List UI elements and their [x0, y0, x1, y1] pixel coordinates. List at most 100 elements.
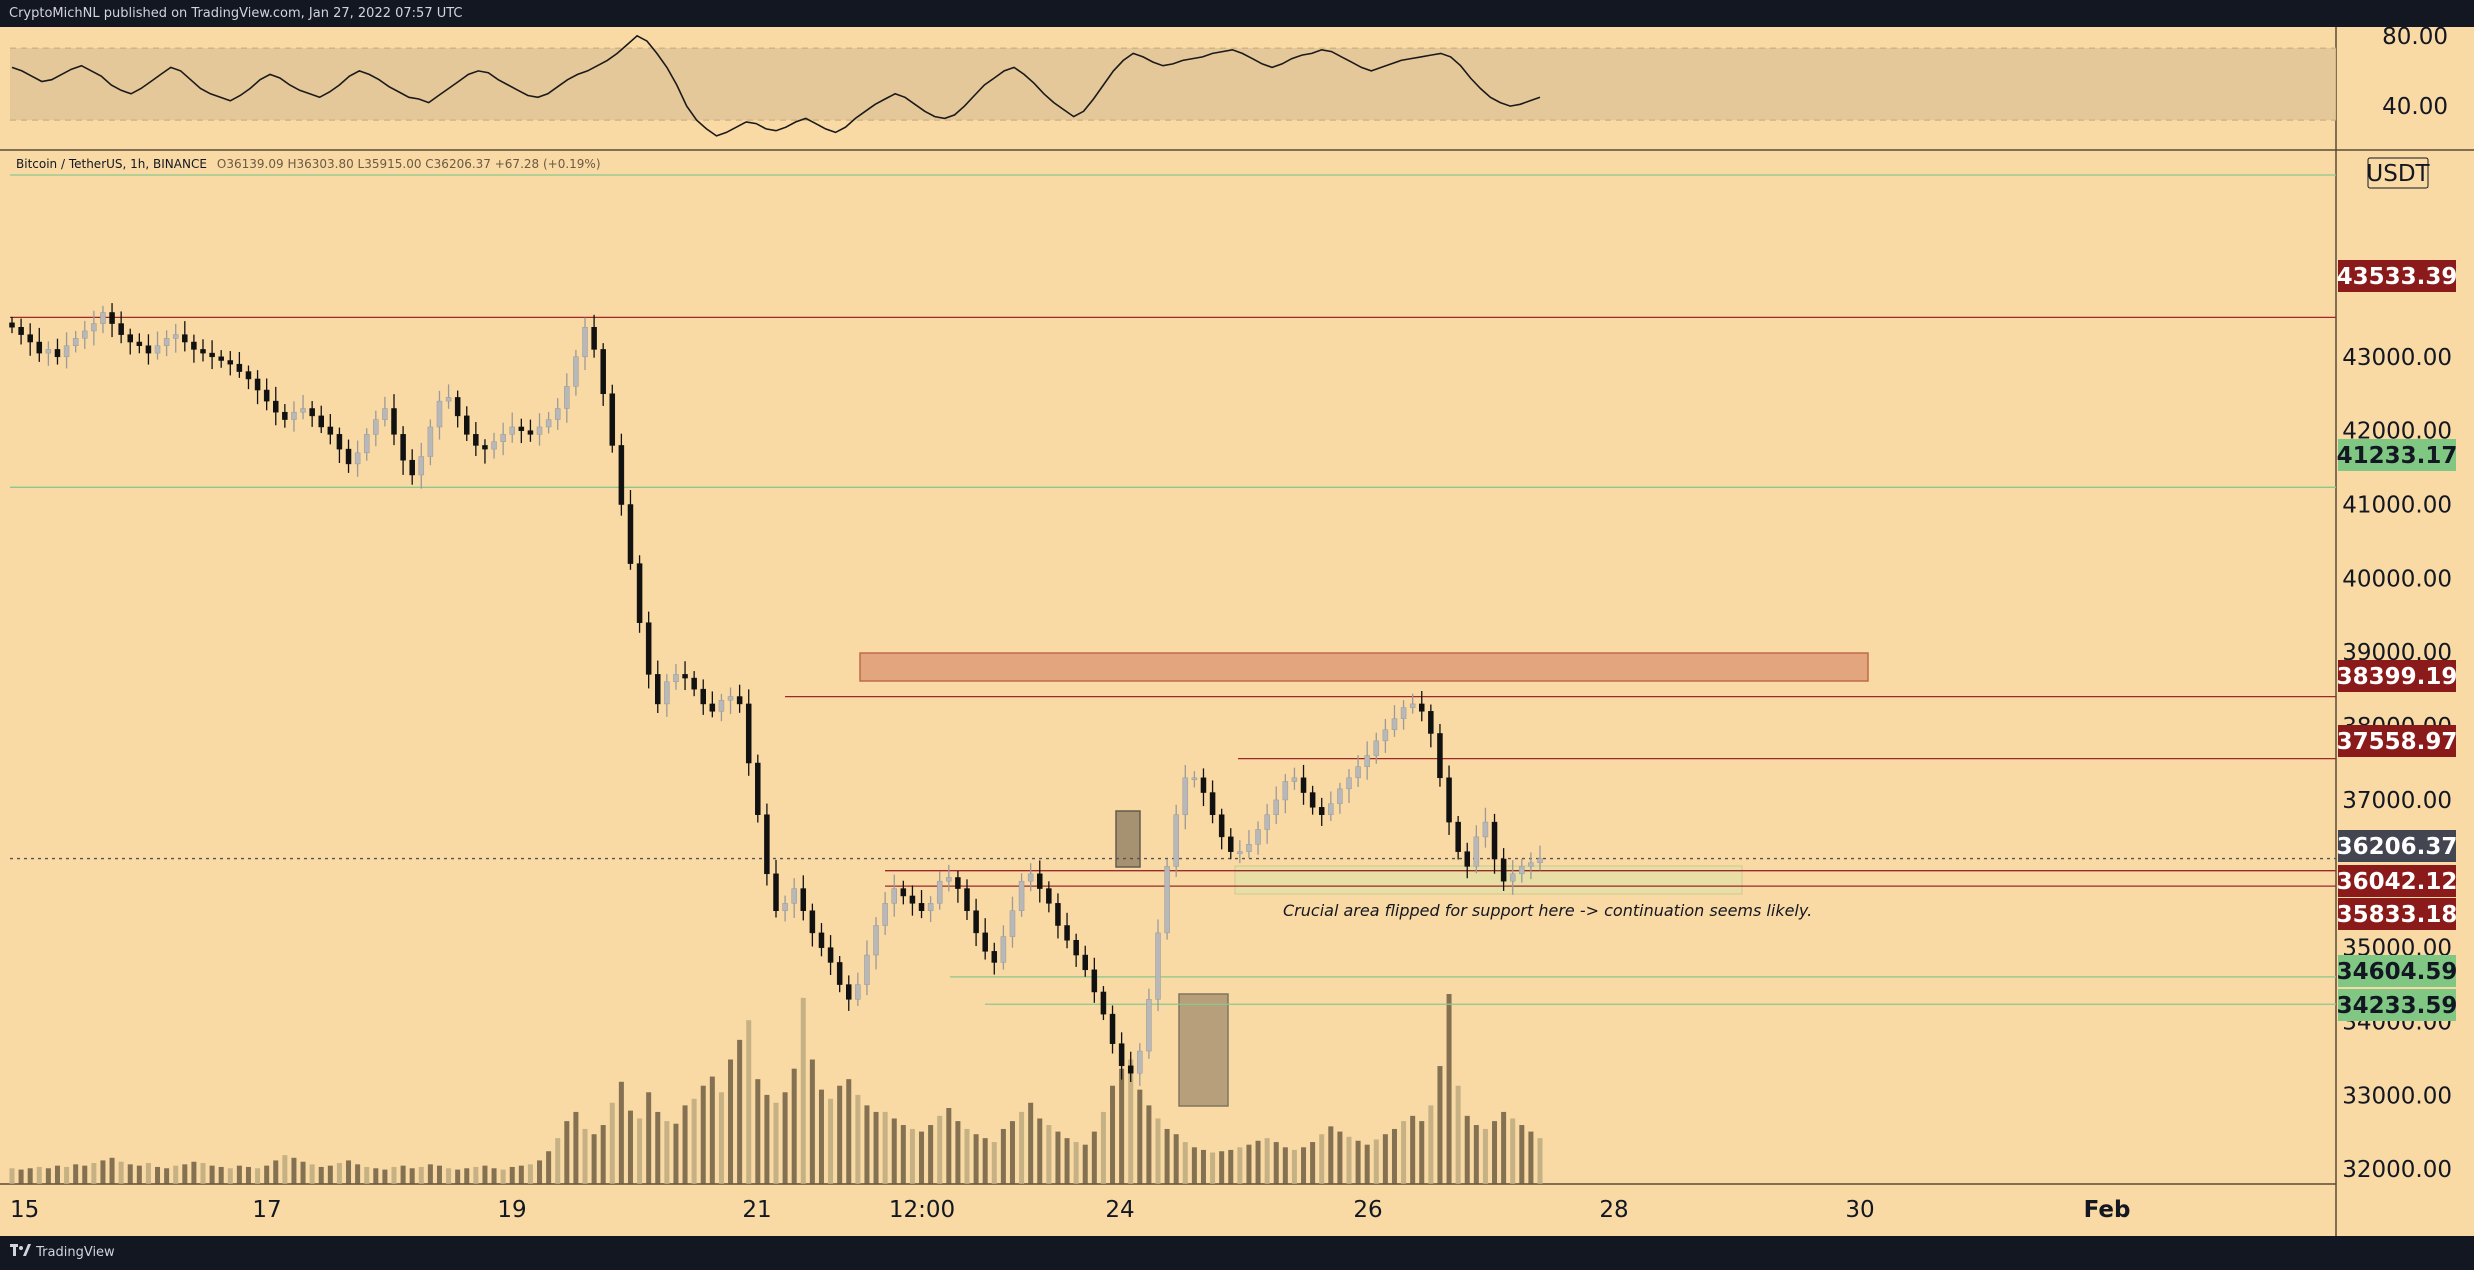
annotation-text[interactable]: Crucial area flipped for support here ->… [1283, 901, 1812, 920]
volume-bar [118, 1161, 124, 1184]
candle-body [409, 459, 415, 476]
volume-bar [1410, 1115, 1416, 1184]
volume-bar [36, 1166, 42, 1184]
volume-bar [937, 1115, 943, 1184]
resistance-zone[interactable] [859, 652, 1869, 682]
candle-body [664, 681, 670, 705]
volume-bar [1319, 1134, 1325, 1184]
volume-bar [1064, 1138, 1070, 1184]
level-label-text: 36206.37 [2337, 834, 2458, 860]
candle-body [1055, 903, 1061, 926]
candle-body [918, 903, 925, 911]
volume-bar [1182, 1142, 1188, 1184]
volume-bar [609, 1102, 615, 1184]
time-axis[interactable]: 15 17 19 21 12:00 24 26 28 30 Feb [10, 1197, 2130, 1223]
volume-bar [127, 1164, 133, 1184]
volume-bar [200, 1163, 206, 1184]
volume-bar [436, 1165, 442, 1184]
candle-body [464, 415, 470, 435]
candle-body [118, 323, 124, 335]
volume-bar [1528, 1131, 1534, 1184]
candle-body [500, 434, 506, 442]
volume-bar [837, 1085, 843, 1184]
volume-bar [1510, 1118, 1516, 1184]
candle-body [172, 334, 179, 339]
volume-bar [919, 1131, 925, 1184]
candle-body [54, 349, 61, 358]
candle-body [1464, 851, 1470, 867]
highlight-box-small[interactable] [1115, 810, 1141, 868]
volume-bar [618, 1081, 624, 1184]
volume-bar [573, 1111, 579, 1184]
candle-body [1537, 858, 1543, 863]
candle-body [545, 419, 552, 428]
osc-tick-label: 80.00 [2382, 24, 2448, 50]
volume-bar [928, 1125, 934, 1184]
volume-bar [82, 1165, 88, 1184]
volume-bar [1073, 1142, 1079, 1184]
candle-body [982, 932, 988, 952]
candle-body [1000, 936, 1007, 963]
volume-bar [973, 1134, 979, 1184]
volume-bar [1082, 1144, 1088, 1184]
volume-bar [1164, 1128, 1170, 1184]
level-label-text: 35833.18 [2337, 902, 2458, 928]
currency-tag[interactable]: USDT [2366, 157, 2431, 189]
volume-bar [1246, 1144, 1252, 1184]
volume-bar [1464, 1115, 1470, 1184]
candle-body [136, 341, 143, 346]
volume-bar [1301, 1147, 1307, 1184]
candle-body [636, 563, 643, 623]
candle-body [809, 910, 816, 934]
volume-bar [1391, 1128, 1397, 1184]
candle-body [1282, 781, 1289, 801]
level-label-bg [2338, 989, 2456, 1021]
volume-bar [391, 1166, 397, 1184]
volume-bar [882, 1111, 888, 1184]
volume-bar [1419, 1121, 1425, 1184]
candle-body [327, 426, 334, 435]
candle-body [1446, 777, 1452, 823]
level-lines[interactable] [10, 174, 2336, 1005]
volume-bar [764, 1094, 770, 1184]
candle-body [1300, 777, 1307, 793]
volume-bar [1519, 1125, 1525, 1184]
volume-bar [1055, 1131, 1061, 1184]
candle-body [27, 334, 33, 343]
volume-bar [227, 1168, 233, 1184]
volume-bar [255, 1168, 261, 1184]
candle-body [964, 888, 970, 911]
volume-bar [346, 1160, 352, 1184]
candle-body [936, 880, 943, 904]
volume-bars [9, 994, 1543, 1184]
bottom-bar: TradingView [0, 1236, 2474, 1270]
candle-body [1237, 851, 1243, 854]
candle-body [1337, 788, 1343, 804]
candle-body [536, 426, 543, 435]
volume-bar [1355, 1140, 1361, 1184]
candle-body [218, 356, 224, 361]
candle-body [1391, 718, 1398, 731]
candle-body [691, 677, 697, 690]
volume-bar [1282, 1147, 1288, 1184]
volume-bar [473, 1166, 479, 1184]
volume-bar [1146, 1105, 1152, 1184]
oscillator-pane[interactable]: 80.00 40.00 [10, 24, 2448, 137]
price-chart[interactable]: 80.00 40.00 Bitcoin / TetherUS, 1h, BINAN… [0, 0, 2474, 1236]
volume-bar [864, 1105, 870, 1184]
candle-body [1355, 766, 1361, 779]
volume-bar [1200, 1149, 1206, 1184]
candle-body [482, 445, 488, 450]
candle-body [418, 456, 425, 476]
candle-body [1118, 1043, 1125, 1067]
volume-bar [73, 1164, 79, 1184]
candle-body [436, 400, 443, 428]
candle-body [109, 312, 115, 324]
drawing-zones[interactable] [859, 652, 1869, 1107]
volume-bar [136, 1165, 142, 1184]
candle-body [363, 434, 370, 454]
volume-bar [1401, 1121, 1407, 1184]
volume-bar [546, 1151, 552, 1184]
candle-body [91, 323, 97, 332]
highlight-box-bottom[interactable] [1178, 993, 1229, 1107]
